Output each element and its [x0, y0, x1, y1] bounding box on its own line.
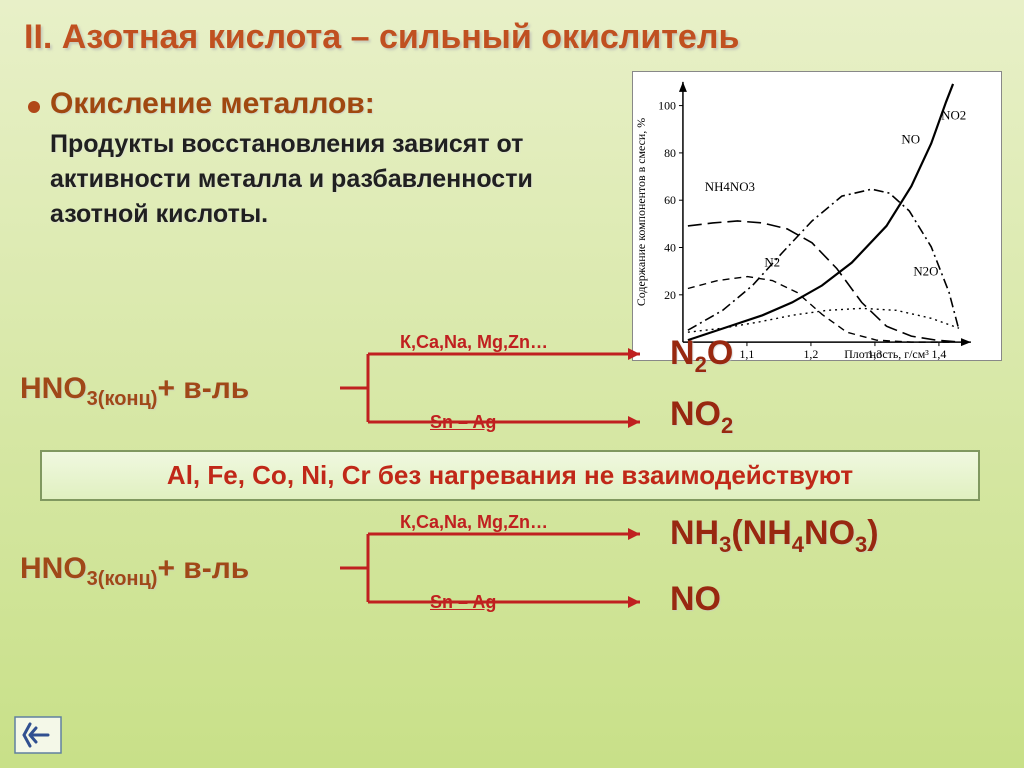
- reaction-row-1: HNO3(конц)+ в-ль К,Ca,Na, Mg,Zn… Sn – Ag…: [20, 510, 1000, 625]
- bullet-icon: [28, 101, 40, 113]
- svg-text:NO: NO: [901, 132, 920, 147]
- product-top-1: NH3(NH4NO3): [670, 514, 879, 558]
- composition-chart: 204060801001,11,21,31,4Плотность, г/см³С…: [632, 71, 1002, 361]
- svg-text:NH4NO3: NH4NO3: [705, 179, 755, 194]
- slide-title: II. Азотная кислота – сильный окислитель: [0, 0, 1024, 67]
- product-bot-1: NO: [670, 580, 721, 619]
- condition-top-0: К,Ca,Na, Mg,Zn…: [400, 332, 548, 353]
- svg-text:40: 40: [664, 240, 676, 254]
- reactant-0: HNO3(конц)+ в-ль: [20, 372, 249, 411]
- back-button[interactable]: [14, 716, 62, 754]
- passivation-note: Al, Fe, Co, Ni, Cr без нагревания не вза…: [40, 450, 980, 501]
- product-top-0: N2O: [670, 334, 733, 378]
- reactant-1: HNO3(конц)+ в-ль: [20, 552, 249, 591]
- product-bot-0: NO2: [670, 395, 733, 439]
- svg-text:N2O: N2O: [913, 264, 938, 279]
- svg-text:60: 60: [664, 193, 676, 207]
- svg-text:20: 20: [664, 288, 676, 302]
- svg-text:80: 80: [664, 146, 676, 160]
- reaction-row-0: HNO3(конц)+ в-ль К,Ca,Na, Mg,Zn… Sn – Ag…: [20, 330, 1000, 445]
- svg-text:N2: N2: [764, 255, 780, 270]
- condition-bot-0: Sn – Ag: [430, 412, 496, 433]
- condition-bot-1: Sn – Ag: [430, 592, 496, 613]
- body-paragraph: Продукты восстановления зависят от актив…: [50, 127, 588, 232]
- condition-top-1: К,Ca,Na, Mg,Zn…: [400, 512, 548, 533]
- svg-text:100: 100: [658, 99, 676, 113]
- arrow-group-0: К,Ca,Na, Mg,Zn… Sn – Ag: [340, 330, 660, 445]
- subheading: Окисление металлов:: [50, 87, 375, 121]
- svg-text:NO2: NO2: [941, 108, 966, 123]
- left-text-block: Окисление металлов: Продукты восстановле…: [28, 87, 588, 232]
- svg-text:Содержание компонентов в смеси: Содержание компонентов в смеси, %: [634, 118, 648, 306]
- arrow-group-1: К,Ca,Na, Mg,Zn… Sn – Ag: [340, 510, 660, 625]
